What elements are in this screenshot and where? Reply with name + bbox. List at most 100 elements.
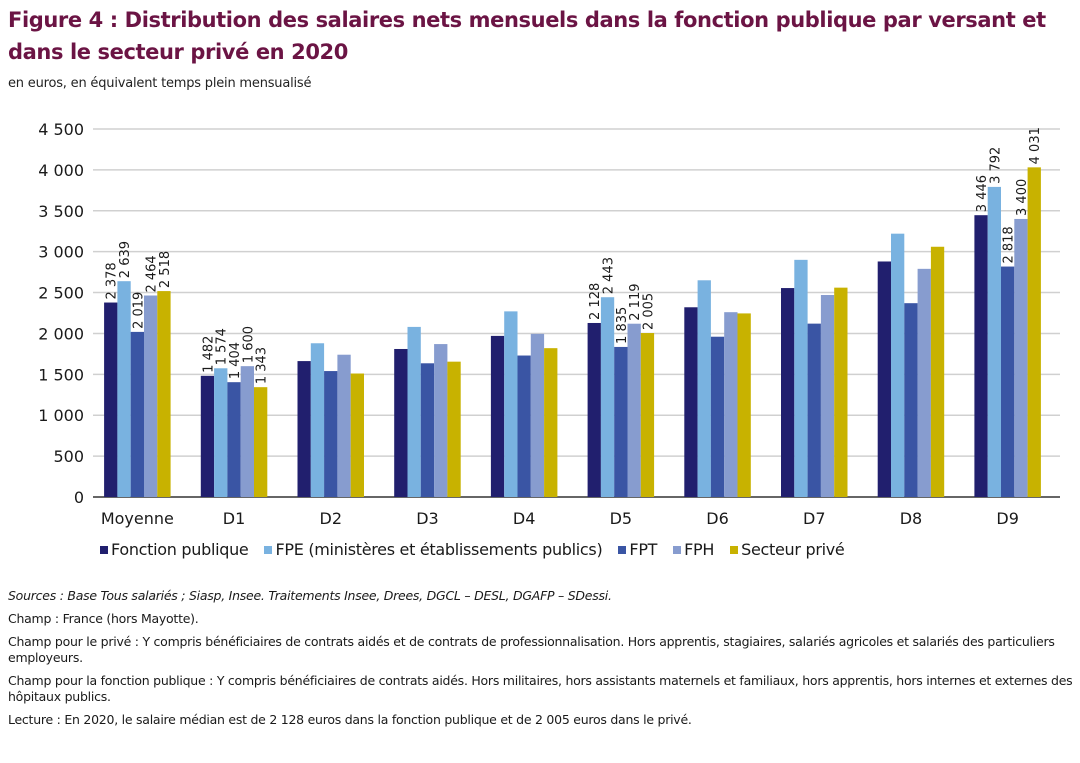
legend-label: FPT (629, 540, 658, 559)
x-tick-label: D8 (900, 509, 923, 528)
bar (227, 382, 241, 497)
data-label: 1 404 (228, 342, 243, 379)
legend-label: FPH (684, 540, 715, 559)
bar (614, 346, 628, 497)
y-tick-label: 4 500 (38, 120, 84, 139)
y-tick-label: 4 000 (38, 161, 84, 180)
bar (214, 368, 228, 497)
bar (600, 297, 615, 497)
bar (200, 375, 215, 497)
y-tick-label: 3 500 (38, 202, 84, 221)
bar (240, 366, 254, 497)
x-tick-label: D4 (513, 509, 536, 528)
data-label: 3 400 (1015, 179, 1030, 216)
bar (254, 387, 268, 497)
bar (310, 343, 325, 497)
bar (434, 344, 448, 497)
legend-label: Fonction publique (111, 540, 249, 559)
data-label: 1 600 (241, 326, 256, 363)
x-tick-label: Moyenne (101, 509, 174, 528)
chart-title: Figure 4 : Distribution des salaires net… (8, 8, 1046, 64)
bar (781, 288, 795, 497)
bar (834, 287, 848, 497)
data-label: 1 482 (201, 336, 216, 373)
bar (144, 295, 158, 497)
y-tick-label: 1 500 (38, 365, 84, 384)
legend-label: FPE (ministères et établissements public… (275, 540, 603, 559)
bar (587, 322, 601, 497)
bar (1014, 218, 1028, 497)
bar (297, 361, 311, 497)
data-label: 2 443 (602, 257, 617, 294)
data-label: 3 446 (975, 175, 990, 212)
x-tick-label: D3 (416, 509, 439, 528)
data-label: 1 574 (215, 328, 230, 365)
bar (420, 363, 435, 497)
chart-notes: Sources : Base Tous salariés ; Siasp, In… (8, 588, 1076, 735)
bar (710, 336, 725, 497)
bar (640, 333, 655, 497)
legend-item-fonction-publique: Fonction publique (100, 540, 249, 559)
legend-item-fpe: FPE (ministères et établissements public… (264, 540, 603, 559)
x-tick-label: D9 (996, 509, 1019, 528)
data-label: 2 518 (158, 251, 173, 288)
data-label: 2 378 (105, 262, 120, 299)
legend-swatch (618, 545, 627, 554)
data-label: 1 835 (615, 307, 630, 344)
bar (697, 280, 711, 497)
legend-label: Secteur privé (741, 540, 845, 559)
x-tick-label: D2 (320, 509, 343, 528)
x-tick-label: D6 (706, 509, 729, 528)
data-label: 2 005 (641, 293, 656, 330)
bar (877, 261, 891, 497)
bar (517, 355, 531, 497)
bar (794, 259, 808, 497)
legend-swatch (673, 545, 682, 554)
y-tick-label: 0 (74, 488, 84, 507)
bar (891, 233, 905, 498)
data-label: 4 031 (1028, 127, 1043, 164)
data-label: 1 343 (255, 347, 270, 384)
chart-subtitle: en euros, en équivalent temps plein mens… (8, 76, 312, 91)
bar (530, 333, 545, 497)
bar (324, 371, 338, 497)
y-tick-label: 2 500 (38, 284, 84, 303)
data-label: 2 119 (628, 283, 643, 320)
bar (130, 331, 144, 497)
bar (504, 311, 518, 497)
data-label: 2 818 (1002, 226, 1017, 263)
data-label: 3 792 (988, 147, 1003, 184)
bar (684, 307, 698, 497)
bar (117, 281, 131, 497)
bar (917, 268, 931, 497)
champ-note: Champ : France (hors Mayotte). (8, 611, 199, 626)
bar (157, 291, 171, 497)
bar (447, 361, 461, 497)
bar (627, 323, 641, 497)
y-tick-label: 500 (53, 447, 84, 466)
champ-fp-note: Champ pour la fonction publique : Y comp… (8, 673, 1073, 704)
bar (930, 246, 945, 497)
legend-swatch (100, 545, 108, 554)
bar (337, 354, 351, 497)
bar (490, 335, 505, 497)
legend-item-secteur-prive: Secteur privé (730, 540, 845, 559)
y-tick-label: 2 000 (38, 324, 84, 343)
bar (904, 303, 918, 497)
x-tick-label: D1 (223, 509, 246, 528)
legend: Fonction publique FPE (ministères et éta… (100, 540, 845, 559)
legend-item-fpt: FPT (618, 540, 657, 559)
bar (407, 326, 421, 497)
data-label: 2 464 (145, 255, 160, 292)
x-tick-label: D7 (803, 509, 826, 528)
bar (1027, 167, 1041, 498)
legend-item-fph: FPH (673, 540, 714, 559)
bar (820, 295, 835, 497)
bar (104, 302, 118, 497)
bar (544, 348, 558, 497)
data-label: 2 128 (588, 283, 603, 320)
x-tick-label: D5 (610, 509, 633, 528)
bar (987, 186, 1001, 497)
champ-prive-note: Champ pour le privé : Y compris bénéfici… (8, 634, 1055, 665)
legend-swatch (730, 545, 739, 554)
